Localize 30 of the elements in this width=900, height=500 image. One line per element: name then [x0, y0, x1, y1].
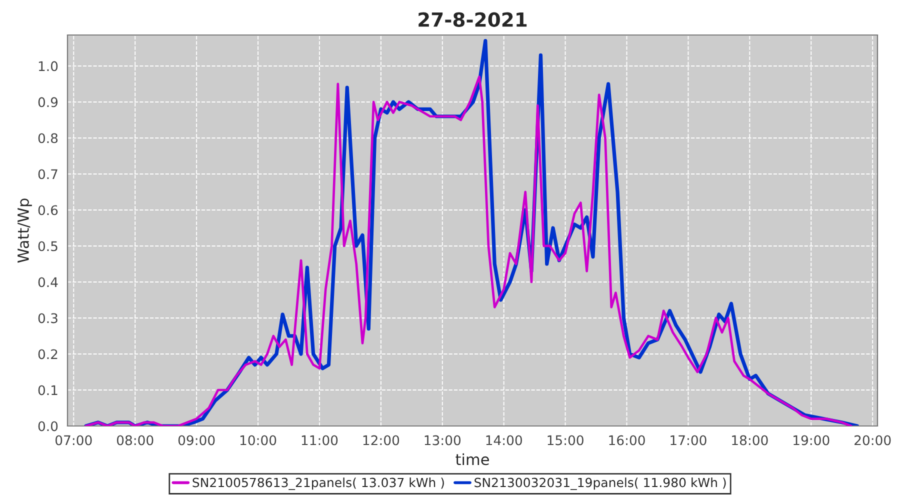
x-tick-label: 18:00: [732, 435, 768, 446]
x-tick-label: 08:00: [116, 435, 154, 446]
y-tick-label: 0.5: [38, 241, 58, 252]
legend-label: SN2100578613_21panels( 13.037 kWh ): [192, 478, 444, 490]
x-tick-label: 11:00: [302, 435, 338, 446]
x-tick-label: 20:00: [854, 435, 891, 446]
y-tick-label: 0.9: [38, 97, 58, 108]
y-axis-title: Watt/Wp: [18, 198, 32, 263]
y-tick-label: 0.8: [38, 133, 58, 144]
x-tick-label: 14:00: [486, 435, 522, 446]
x-tick-label: 09:00: [178, 435, 215, 446]
x-axis-title: time: [456, 453, 489, 466]
y-tick-label: 0.2: [38, 349, 58, 360]
x-tick-label: 16:00: [609, 435, 645, 446]
y-tick-label: 0.6: [38, 205, 58, 216]
y-tick-label: 0.7: [38, 169, 58, 180]
y-tick-label: 0.4: [38, 277, 58, 288]
x-tick-label: 07:00: [56, 435, 92, 446]
x-tick-label: 12:00: [363, 435, 400, 446]
y-tick-label: 0.0: [38, 421, 58, 432]
x-tick-label: 15:00: [548, 435, 584, 446]
x-tick-label: 17:00: [670, 435, 706, 446]
x-tick-label: 10:00: [240, 435, 276, 446]
y-tick-label: 0.3: [38, 313, 58, 324]
x-tick-label: 13:00: [424, 435, 461, 446]
chart-title: 27-8-2021: [418, 12, 527, 27]
x-tick-label: 19:00: [794, 435, 830, 446]
y-tick-label: 0.1: [38, 385, 58, 396]
y-tick-label: 1.0: [38, 61, 58, 72]
legend-label: SN2130032031_19panels( 11.980 kWh ): [474, 478, 726, 490]
